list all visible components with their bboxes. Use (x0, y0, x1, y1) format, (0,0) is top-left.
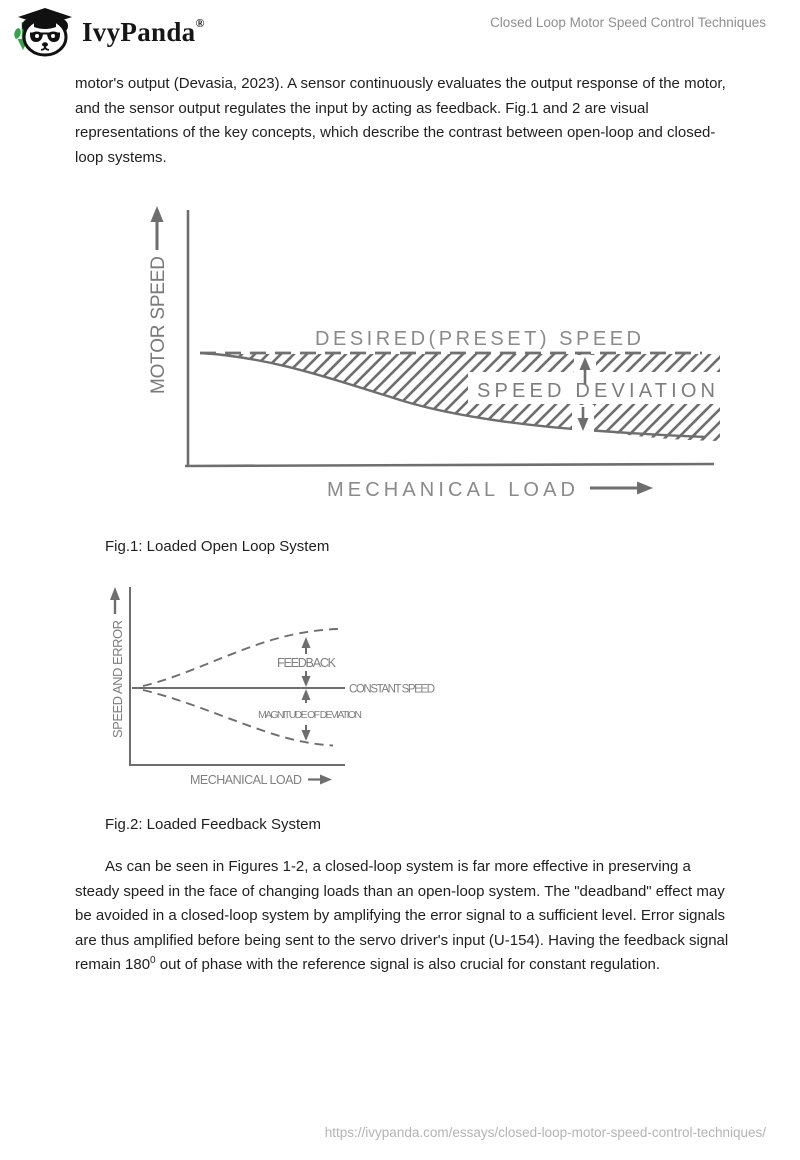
brand-text: IvyPanda (82, 17, 196, 47)
deviation-down-arrow-icon (301, 730, 311, 741)
figure-2-caption: Fig.2: Loaded Feedback System (105, 816, 321, 833)
brand-name: IvyPanda® (82, 16, 205, 48)
paragraph-2-part1: As can be seen in Figures 1-2, a closed-… (75, 858, 729, 974)
ivypanda-logo-icon (10, 6, 74, 58)
feedback-label: FEEDBACK (277, 656, 337, 670)
x-axis-arrow-icon (320, 774, 332, 785)
motor-speed-droop-curve (199, 351, 707, 439)
paragraph-2-part2: out of phase with the reference signal i… (155, 956, 661, 974)
desired-speed-label: DESIRED(PRESET) SPEED (315, 328, 643, 350)
fig2-y-axis-label: SPEED AND ERROR (110, 620, 125, 738)
degree-superscript: 0 (150, 955, 156, 967)
fig2-x-axis-label: MECHANICAL LOAD (190, 773, 303, 787)
registered-mark: ® (195, 16, 205, 30)
magnitude-of-deviation-label: MAGNITUDE OF DEVIATION (258, 709, 362, 721)
graduation-cap-icon (18, 8, 72, 26)
upper-dashed-curve (142, 628, 339, 687)
feedback-up-arrow-icon (301, 637, 311, 648)
constant-speed-label: CONSTANT SPEED (349, 684, 435, 696)
body-paragraph-1: motor's output (Devasia, 2023). A sensor… (75, 75, 726, 166)
x-axis-arrow-icon (637, 481, 653, 495)
fig1-x-axis-label: MECHANICAL LOAD (327, 479, 577, 501)
y-axis-arrow-icon (150, 206, 164, 222)
speed-deviation-label: SPEED DEVIATION (477, 380, 717, 402)
feedback-down-arrow-icon (301, 676, 311, 687)
figure-2-feedback-diagram: SPEED AND ERROR CONSTANT SPEED FEEDBACK … (95, 582, 455, 799)
fig1-y-axis-label: MOTOR SPEED (148, 256, 169, 394)
ivy-leaf-icon (14, 28, 21, 39)
body-paragraph-2: As can be seen in Figures 1-2, a closed-… (75, 855, 731, 978)
deviation-down-arrow-icon (577, 418, 589, 431)
source-url: https://ivypanda.com/essays/closed-loop-… (324, 1125, 766, 1140)
deviation-up-arrow-icon (301, 689, 311, 700)
lower-dashed-curve (142, 689, 334, 747)
figure-1-caption: Fig.1: Loaded Open Loop System (105, 538, 330, 555)
y-axis-arrow-icon (110, 587, 120, 600)
page-header-title: Closed Loop Motor Speed Control Techniqu… (490, 15, 766, 30)
deviation-up-arrow-icon (579, 357, 591, 370)
figure-1-open-loop-diagram: MOTOR SPEED DESIRED(PRESET) SPEED SPEED … (138, 198, 723, 513)
